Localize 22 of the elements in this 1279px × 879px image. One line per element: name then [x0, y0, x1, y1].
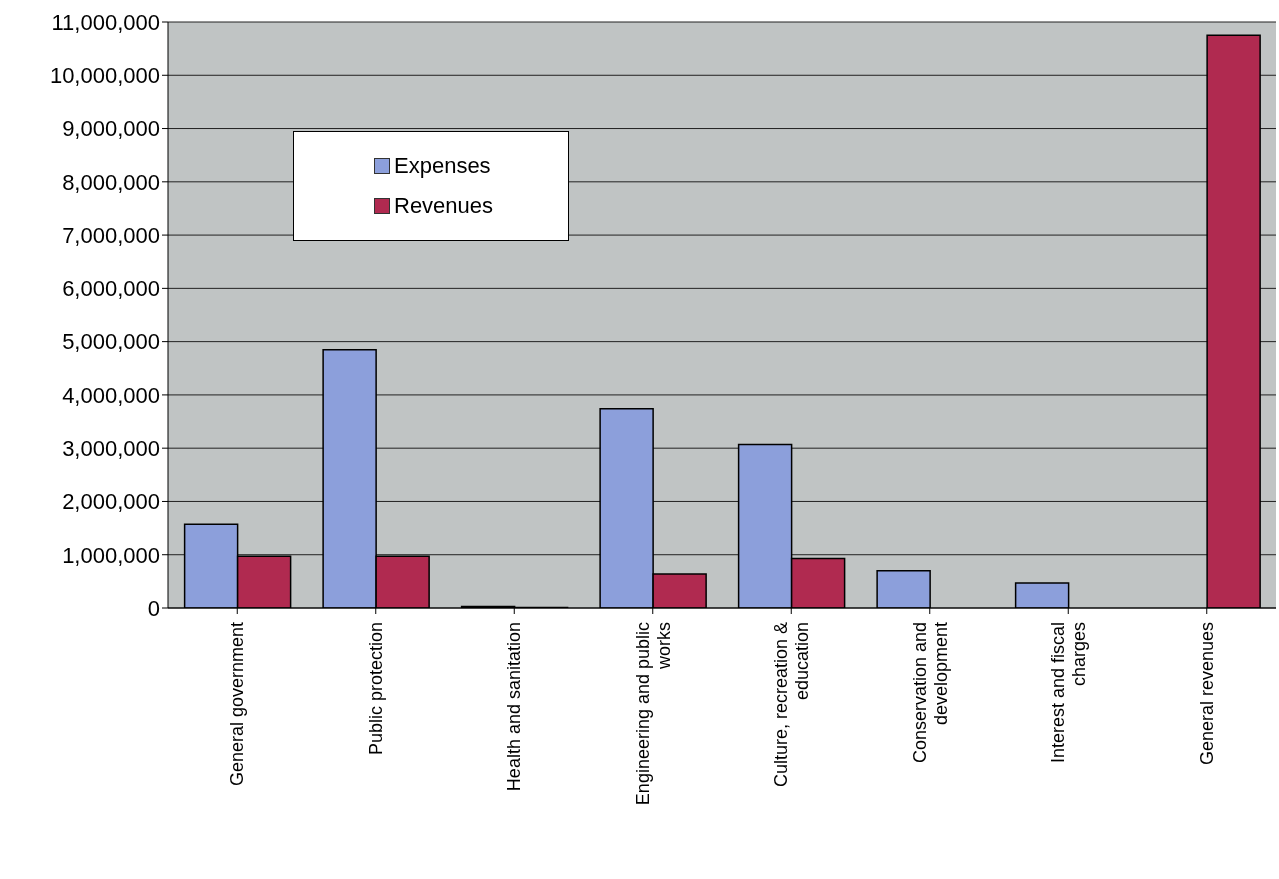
x-tick-label: Engineering and public works: [632, 622, 674, 806]
y-tick-label: 7,000,000: [62, 222, 160, 248]
y-tick-label: 0: [147, 595, 160, 621]
y-tick-label: 8,000,000: [62, 169, 160, 195]
x-tick-label: Public protection: [365, 622, 386, 756]
y-tick-label: 1,000,000: [62, 542, 160, 568]
y-tick-label: 4,000,000: [62, 382, 160, 408]
x-tick-label: General revenues: [1196, 622, 1217, 766]
legend-label: Revenues: [394, 193, 494, 219]
y-tick-label: 9,000,000: [62, 116, 160, 142]
x-tick-label: General government: [227, 622, 248, 787]
y-tick-label: 11,000,000: [51, 9, 160, 35]
x-tick-label: Conservation and development: [909, 622, 951, 764]
y-tick-label: 5,000,000: [62, 329, 160, 355]
x-tick-label: Interest and fiscal charges: [1048, 622, 1090, 764]
legend-label: Expenses: [394, 153, 491, 179]
x-tick-label: Culture, recreation & education: [771, 622, 813, 788]
x-tick-label: Health and sanitation: [504, 622, 525, 792]
y-tick-label: 10,000,000: [49, 63, 160, 89]
y-tick-label: 2,000,000: [62, 489, 160, 515]
y-tick-label: 3,000,000: [62, 435, 160, 461]
y-tick-label: 6,000,000: [62, 276, 160, 302]
